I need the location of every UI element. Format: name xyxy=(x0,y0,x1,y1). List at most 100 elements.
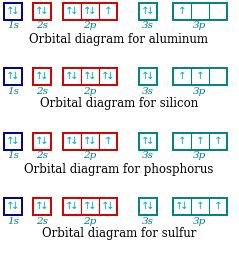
Text: ↓: ↓ xyxy=(106,71,115,81)
Text: 3s: 3s xyxy=(142,217,154,225)
Text: ↑: ↑ xyxy=(6,71,15,81)
Text: ↑: ↑ xyxy=(65,6,74,16)
Text: ↓: ↓ xyxy=(70,136,79,146)
Text: ↑: ↑ xyxy=(141,71,150,81)
Bar xyxy=(63,198,117,215)
Text: 3s: 3s xyxy=(142,86,154,95)
Text: 1s: 1s xyxy=(7,86,19,95)
Text: ↓: ↓ xyxy=(88,136,97,146)
Text: ↑: ↑ xyxy=(214,136,222,146)
Text: 2p: 2p xyxy=(83,151,97,160)
Text: ↓: ↓ xyxy=(146,136,155,146)
Text: ↓: ↓ xyxy=(40,6,49,16)
Text: ↓: ↓ xyxy=(70,71,79,81)
Text: ↓: ↓ xyxy=(146,6,155,16)
Text: ↓: ↓ xyxy=(40,201,49,211)
Text: ↓: ↓ xyxy=(11,201,20,211)
Bar xyxy=(173,3,227,20)
Text: ↓: ↓ xyxy=(106,201,115,211)
Text: ↑: ↑ xyxy=(65,136,74,146)
Text: ↑: ↑ xyxy=(83,6,92,16)
Text: ↑: ↑ xyxy=(141,6,150,16)
Bar xyxy=(173,68,227,85)
Text: 3p: 3p xyxy=(193,86,207,95)
Bar xyxy=(63,68,117,85)
Text: ↓: ↓ xyxy=(11,71,20,81)
Text: 3p: 3p xyxy=(193,151,207,160)
Text: ↑: ↑ xyxy=(196,136,204,146)
Text: ↑: ↑ xyxy=(141,201,150,211)
Text: Orbital diagram for silicon: Orbital diagram for silicon xyxy=(40,97,198,110)
Text: ↓: ↓ xyxy=(88,6,97,16)
Text: 2s: 2s xyxy=(36,21,48,30)
Text: ↑: ↑ xyxy=(35,201,44,211)
Text: ↑: ↑ xyxy=(196,71,204,81)
Text: 1s: 1s xyxy=(7,21,19,30)
Text: ↑: ↑ xyxy=(101,201,110,211)
Bar xyxy=(33,3,51,20)
Text: ↑: ↑ xyxy=(214,201,222,211)
Bar xyxy=(33,68,51,85)
Text: ↑: ↑ xyxy=(6,136,15,146)
Text: ↓: ↓ xyxy=(146,71,155,81)
Text: ↑: ↑ xyxy=(35,136,44,146)
Text: ↓: ↓ xyxy=(40,71,49,81)
Bar xyxy=(139,198,157,215)
Bar xyxy=(4,198,22,215)
Bar xyxy=(4,68,22,85)
Text: ↑: ↑ xyxy=(104,136,112,146)
Text: ↑: ↑ xyxy=(65,201,74,211)
Text: 2p: 2p xyxy=(83,21,97,30)
Text: ↑: ↑ xyxy=(141,136,150,146)
Bar xyxy=(4,133,22,150)
Text: 1s: 1s xyxy=(7,151,19,160)
Bar xyxy=(173,198,227,215)
Bar xyxy=(63,3,117,20)
Text: ↑: ↑ xyxy=(178,136,186,146)
Text: ↑: ↑ xyxy=(178,71,186,81)
Bar xyxy=(33,133,51,150)
Text: ↓: ↓ xyxy=(88,201,97,211)
Text: ↑: ↑ xyxy=(196,201,204,211)
Text: ↑: ↑ xyxy=(6,6,15,16)
Text: ↑: ↑ xyxy=(83,201,92,211)
Bar xyxy=(4,3,22,20)
Text: 3s: 3s xyxy=(142,151,154,160)
Text: ↑: ↑ xyxy=(35,71,44,81)
Bar xyxy=(173,133,227,150)
Text: ↓: ↓ xyxy=(40,136,49,146)
Text: ↑: ↑ xyxy=(83,71,92,81)
Text: 2p: 2p xyxy=(83,86,97,95)
Text: 3p: 3p xyxy=(193,21,207,30)
Bar xyxy=(139,133,157,150)
Text: ↑: ↑ xyxy=(101,71,110,81)
Text: ↓: ↓ xyxy=(70,201,79,211)
Text: ↑: ↑ xyxy=(65,71,74,81)
Text: ↓: ↓ xyxy=(88,71,97,81)
Text: ↑: ↑ xyxy=(83,136,92,146)
Text: ↓: ↓ xyxy=(11,136,20,146)
Text: ↑: ↑ xyxy=(6,201,15,211)
Text: 2s: 2s xyxy=(36,151,48,160)
Text: Orbital diagram for phosphorus: Orbital diagram for phosphorus xyxy=(24,162,214,175)
Text: Orbital diagram for sulfur: Orbital diagram for sulfur xyxy=(42,227,196,240)
Text: ↓: ↓ xyxy=(180,201,189,211)
Text: 1s: 1s xyxy=(7,217,19,225)
Text: 3s: 3s xyxy=(142,21,154,30)
Text: ↓: ↓ xyxy=(146,201,155,211)
Text: Orbital diagram for aluminum: Orbital diagram for aluminum xyxy=(29,32,208,45)
Text: ↑: ↑ xyxy=(175,201,184,211)
Bar xyxy=(33,198,51,215)
Text: 2s: 2s xyxy=(36,217,48,225)
Text: ↑: ↑ xyxy=(35,6,44,16)
Bar xyxy=(63,133,117,150)
Text: ↑: ↑ xyxy=(104,6,112,16)
Text: 2s: 2s xyxy=(36,86,48,95)
Text: ↓: ↓ xyxy=(70,6,79,16)
Text: 3p: 3p xyxy=(193,217,207,225)
Text: ↓: ↓ xyxy=(11,6,20,16)
Text: 2p: 2p xyxy=(83,217,97,225)
Bar xyxy=(139,3,157,20)
Bar xyxy=(139,68,157,85)
Text: ↑: ↑ xyxy=(178,6,186,16)
